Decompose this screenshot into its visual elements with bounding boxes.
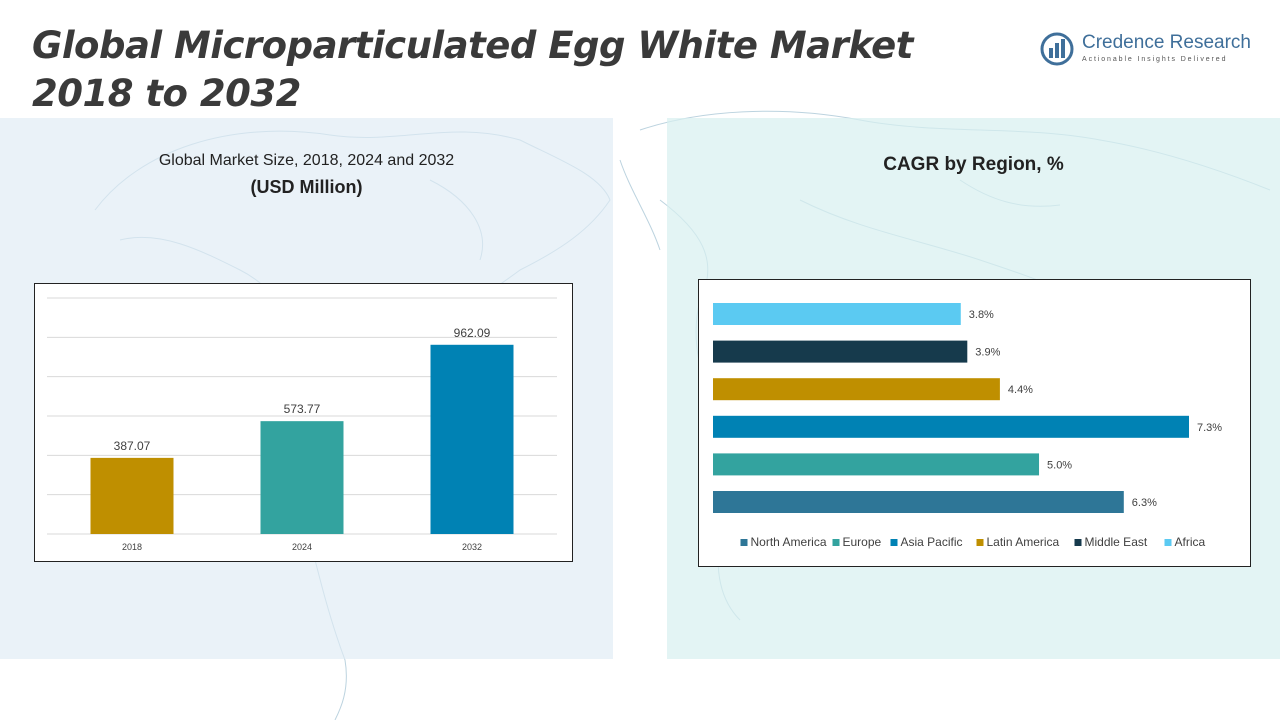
legend-entry: Middle East (1085, 535, 1148, 549)
x-tick-label: 2032 (462, 542, 482, 552)
x-tick-label: 2018 (122, 542, 142, 552)
legend-swatch (740, 539, 748, 546)
bar-middle-east (713, 340, 968, 363)
bar-value-label: 573.77 (284, 402, 321, 416)
legend-swatch (976, 539, 984, 546)
legend-swatch (1164, 539, 1172, 546)
bar-africa (713, 303, 961, 325)
bar-value-label: 962.09 (454, 326, 491, 340)
bar-value-label: 3.8% (969, 309, 994, 321)
market-size-chart: 387.07 2018 573.77 2024 962.09 2032 (34, 283, 573, 562)
market-size-unit: (USD Million) (250, 177, 363, 197)
legend-swatch (1074, 539, 1082, 546)
legend-swatch (832, 539, 840, 546)
bar-value-label: 5.0% (1047, 459, 1072, 471)
bar-latin-america (713, 378, 1000, 401)
legend-entry: Africa (1175, 535, 1206, 549)
logo-name: Credence Research (1082, 32, 1251, 53)
x-tick-label: 2024 (292, 542, 312, 552)
logo-mark-icon (1040, 32, 1074, 66)
legend-entry: Europe (843, 535, 882, 549)
legend-swatch (890, 539, 898, 546)
bar-asia-pacific (713, 415, 1189, 438)
cagr-chart: 6.3% 5.0% 7.3% 4.4% 3.9% 3.8% North America Eur… (698, 279, 1251, 567)
legend-entry: North America (751, 535, 827, 549)
bar-value-label: 3.9% (975, 347, 1000, 359)
bar-2032 (430, 344, 514, 534)
company-logo: Credence Research Actionable Insights De… (1040, 30, 1260, 70)
logo-tagline: Actionable Insights Delivered (1082, 56, 1228, 63)
bar-europe (713, 453, 1040, 476)
bar-north-america (713, 491, 1124, 513)
title-line-2: 2018 to 2032 (32, 72, 301, 115)
cagr-bar-chart: 6.3% 5.0% 7.3% 4.4% 3.9% 3.8% North America Eur… (713, 303, 1222, 549)
legend-entry: Latin America (987, 535, 1060, 549)
page-title: Global Microparticulated Egg White Marke… (32, 22, 992, 118)
market-size-subtitle: Global Market Size, 2018, 2024 and 2032 (158, 152, 455, 169)
cagr-title: CAGR by Region, % (883, 154, 1064, 175)
title-line-1: Global Microparticulated Egg White Marke… (32, 24, 913, 67)
bar-value-label: 387.07 (114, 439, 151, 453)
bar-value-label: 7.3% (1197, 422, 1222, 434)
market-size-bar-chart: 387.07 2018 573.77 2024 962.09 2032 (47, 297, 557, 552)
bar-2024 (260, 421, 344, 534)
bar-value-label: 4.4% (1008, 384, 1033, 396)
bar-value-label: 6.3% (1132, 497, 1157, 509)
bar-2018 (90, 457, 174, 534)
legend-entry: Asia Pacific (901, 535, 963, 549)
